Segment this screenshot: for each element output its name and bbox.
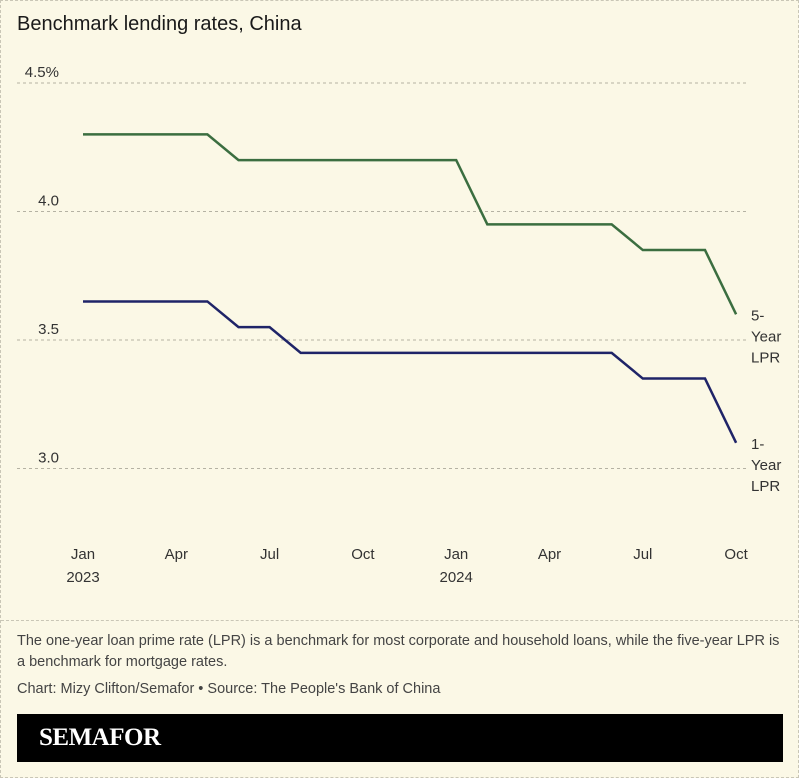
x-tick-label: Jan	[444, 546, 468, 563]
series-line-5-year	[83, 133, 738, 315]
series-line-1-year	[83, 300, 738, 444]
y-tick-label: 4.0	[38, 193, 59, 210]
chart-note: The one-year loan prime rate (LPR) is a …	[17, 633, 780, 670]
chart-title: Benchmark lending rates, China	[17, 13, 302, 35]
x-tick-label: Apr	[165, 546, 188, 563]
x-tick-year: 2024	[440, 569, 473, 586]
brand-bar: SEMAFOR	[17, 714, 783, 762]
series-label: Year	[751, 457, 781, 474]
x-tick-label: Apr	[538, 546, 561, 563]
semafor-logo: SEMAFOR	[39, 724, 161, 751]
line-chart: 4.5% 4.0 3.5 3.0 Jan 2023 Apr Jul Oct Jan 2024 Apr J…	[17, 64, 781, 586]
y-tick-label: 3.5	[38, 321, 59, 338]
series-label: LPR	[751, 349, 780, 366]
series-label: Year	[751, 328, 781, 345]
y-tick-label: 4.5%	[25, 64, 59, 81]
x-tick-label: Jan	[71, 546, 95, 563]
series-label: LPR	[751, 478, 780, 495]
x-tick-label: Oct	[351, 546, 375, 563]
x-tick-label: Jul	[260, 546, 279, 563]
series-label: 1-	[751, 436, 764, 453]
x-tick-label: Jul	[633, 546, 652, 563]
x-tick-label: Oct	[724, 546, 748, 563]
y-tick-label: 3.0	[38, 450, 59, 467]
chart-credit: Chart: Mizy Clifton/Semafor • Source: Th…	[17, 681, 441, 697]
series-label: 5-	[751, 307, 764, 324]
divider	[1, 620, 798, 621]
x-tick-year: 2023	[66, 569, 99, 586]
